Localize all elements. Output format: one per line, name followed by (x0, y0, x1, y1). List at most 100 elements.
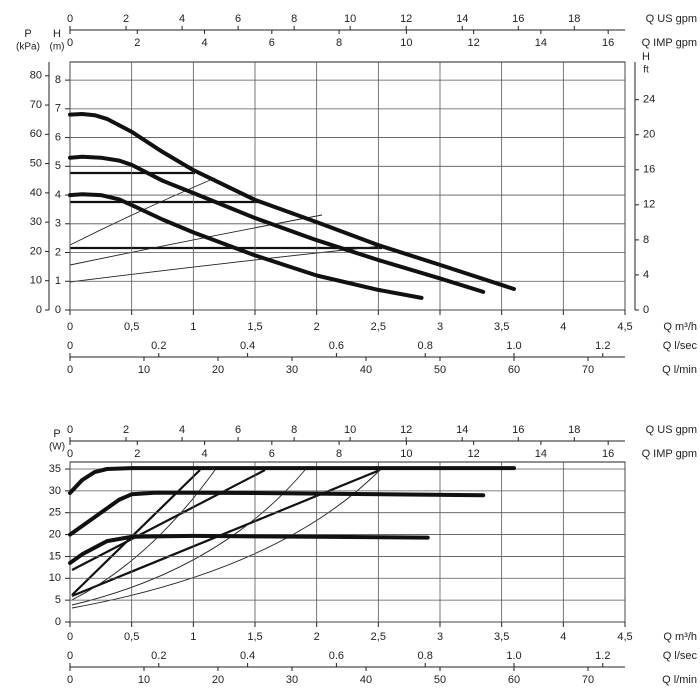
x-tick-label: 1,5 (247, 321, 262, 333)
scale-tick-label: 0 (67, 37, 73, 49)
scale-tick-label: 2 (134, 448, 140, 460)
scale-tick-label: 0.4 (240, 650, 255, 662)
scale-tick-label: 2 (123, 424, 129, 436)
x-tick-label: 4,5 (617, 631, 632, 643)
scale-tick-label: 14 (535, 37, 547, 49)
y-tick-label: 5 (55, 594, 61, 606)
extra-y-tick-label: 16 (643, 164, 655, 176)
pump-curve (68, 154, 486, 294)
scale-title: Q l/min (662, 364, 697, 376)
x-tick-label: 4 (560, 631, 566, 643)
scale-tick-label: 20 (212, 674, 224, 686)
x-tick-label: 0,5 (124, 631, 139, 643)
extra-axis-unit: (kPa) (16, 42, 40, 53)
extra-y-tick-label: 8 (643, 234, 649, 246)
scale-tick-label: 6 (269, 37, 275, 49)
extra-y-tick-label: 12 (643, 199, 655, 211)
scale-tick-label: 18 (568, 424, 580, 436)
scale-tick-label: 6 (235, 424, 241, 436)
x-tick-label: 1,5 (247, 631, 262, 643)
scale-tick-label: 10 (138, 674, 150, 686)
extra-axis-title: P (24, 28, 31, 40)
scale-tick-label: 50 (434, 674, 446, 686)
scale-tick-label: 1.0 (506, 340, 521, 352)
scale-tick-label: 4 (179, 424, 185, 436)
scale-tick-label: 30 (286, 674, 298, 686)
y-tick-label: 0 (55, 616, 61, 628)
y-tick-label: 0 (55, 304, 61, 316)
extra-axis-title: H (642, 51, 650, 63)
extra-y-tick-label: 4 (643, 269, 649, 281)
scale-tick-label: 16 (512, 424, 524, 436)
scale-title: Q IMP gpm (642, 448, 697, 460)
extra-y-tick-label: 20 (30, 245, 42, 257)
scale-tick-label: 10 (400, 37, 412, 49)
scale-tick-label: 0.2 (151, 650, 166, 662)
extra-y-tick-label: 40 (30, 187, 42, 199)
y-tick-label: 20 (49, 528, 61, 540)
scale-tick-label: 6 (269, 448, 275, 460)
extra-y-tick-label: 70 (30, 99, 42, 111)
scale-tick-label: 0 (67, 340, 73, 352)
duty-line (71, 468, 381, 598)
y-tick-label: 6 (55, 131, 61, 143)
x-tick-label: 3 (437, 631, 443, 643)
y-tick-label: 3 (55, 218, 61, 230)
extra-axis-unit: ft (643, 65, 649, 76)
y-tick-label: 7 (55, 103, 61, 115)
y-axis-title: P (53, 428, 60, 440)
scale-tick-label: 8 (291, 13, 297, 25)
scale-title: Q l/sec (663, 340, 698, 352)
scale-tick-label: 4 (201, 37, 207, 49)
x-tick-label: 1 (190, 321, 196, 333)
pump-curve (68, 192, 424, 300)
x-tick-label: 2,5 (371, 321, 386, 333)
y-tick-label: 30 (49, 485, 61, 497)
scale-tick-label: 10 (344, 424, 356, 436)
scale-tick-label: 12 (400, 424, 412, 436)
scale-tick-label: 8 (336, 448, 342, 460)
operating-lines (69, 171, 383, 609)
scale-title: Q IMP gpm (642, 37, 697, 49)
y-tick-label: 2 (55, 246, 61, 258)
scale-title: Q US gpm (646, 13, 697, 25)
y-tick-label: 4 (55, 189, 61, 201)
scale-tick-label: 10 (400, 448, 412, 460)
scale-tick-label: 30 (286, 364, 298, 376)
scale-tick-label: 20 (212, 364, 224, 376)
x-tick-label: 2,5 (371, 631, 386, 643)
extra-y-tick-label: 60 (30, 128, 42, 140)
scale-tick-label: 16 (602, 37, 614, 49)
scale-tick-label: 4 (201, 448, 207, 460)
scale-tick-label: 50 (434, 364, 446, 376)
extra-y-tick-label: 24 (643, 94, 655, 106)
y-tick-label: 5 (55, 160, 61, 172)
extra-y-tick-label: 10 (30, 275, 42, 287)
scale-tick-label: 2 (134, 37, 140, 49)
scale-title: Q l/min (662, 674, 697, 686)
y-axis-unit: (m) (50, 42, 65, 53)
extra-y-tick-label: 30 (30, 216, 42, 228)
scale-tick-label: 18 (568, 13, 580, 25)
scale-tick-label: 70 (582, 674, 594, 686)
scale-tick-label: 14 (535, 448, 547, 460)
extra-y-tick-label: 50 (30, 158, 42, 170)
x-tick-label: 4 (560, 321, 566, 333)
pump-curve (68, 112, 516, 291)
scale-tick-label: 40 (360, 674, 372, 686)
y-tick-label: 35 (49, 463, 61, 475)
x-tick-label: 1 (190, 631, 196, 643)
scale-tick-label: 4 (179, 13, 185, 25)
scale-tick-label: 60 (508, 674, 520, 686)
scale-tick-label: 70 (582, 364, 594, 376)
y-axis-title: H (53, 28, 61, 40)
scale-tick-label: 0 (67, 650, 73, 662)
scale-tick-label: 1.2 (595, 340, 610, 352)
x-tick-label: 3,5 (494, 631, 509, 643)
scale-tick-label: 0 (67, 448, 73, 460)
x-tick-label: 0 (67, 631, 73, 643)
x-axis-title: Q m³/h (663, 631, 697, 643)
extra-y-tick-label: 0 (36, 304, 42, 316)
